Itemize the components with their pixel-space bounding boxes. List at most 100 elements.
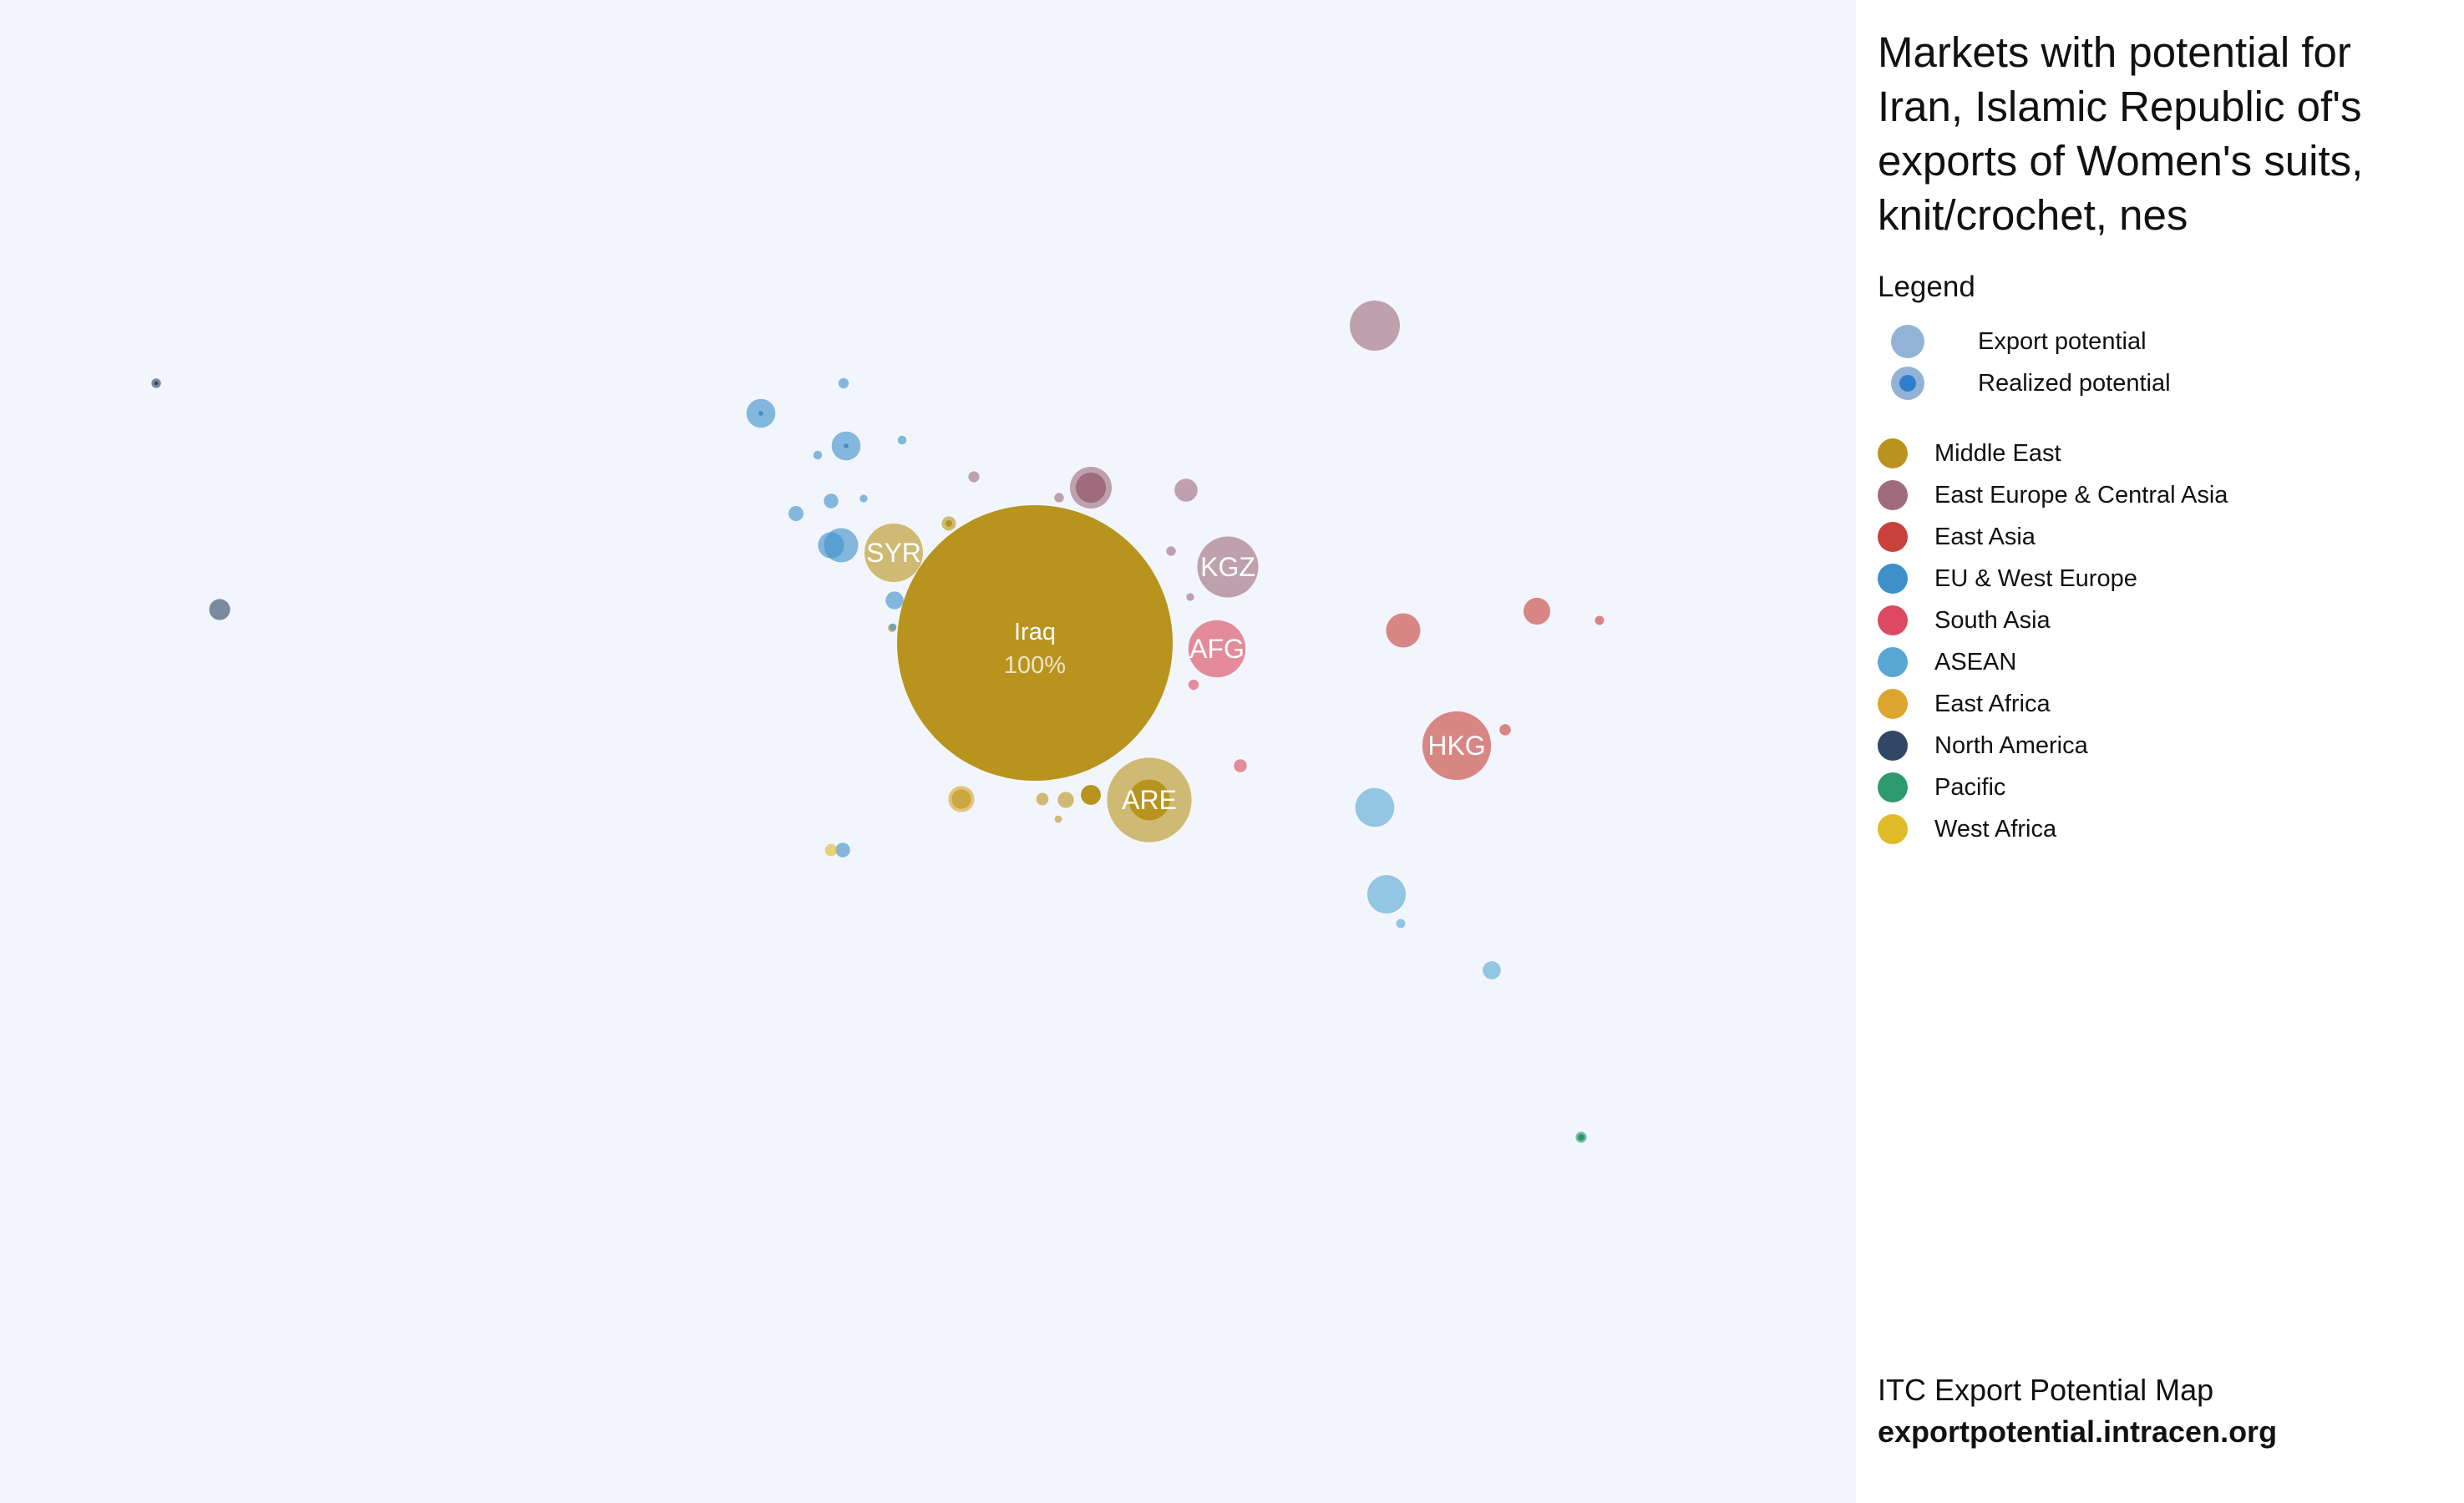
market-bubble[interactable]: ARE [1107,757,1192,843]
legend-item-region: East Africa [1878,683,2444,725]
market-bubble[interactable] [1054,493,1064,503]
potential-circle [968,471,980,483]
market-bubble[interactable] [835,843,850,858]
market-bubble[interactable] [813,450,823,460]
market-bubble[interactable] [1386,613,1421,648]
potential-circle [1386,613,1421,648]
market-bubble[interactable] [1483,961,1501,979]
market-bubble[interactable] [1069,466,1113,509]
legend-label: Realized potential [1978,369,2171,397]
bubble-label: AFG [1189,634,1245,664]
legend-label: ASEAN [1934,648,2017,676]
potential-circle [818,532,844,559]
bubble-chart: Iraq 100% ARE HKG KGZ SYR AFG [151,301,1605,1143]
region-color-swatch-icon [1878,438,1908,468]
market-bubble[interactable] [885,591,904,610]
bubble-label: KGZ [1200,552,1255,582]
market-bubble[interactable] [1523,597,1551,625]
potential-circle [835,843,850,858]
potential-circle [885,591,904,610]
potential-circle [1396,918,1406,929]
export-potential-circle-icon [1891,325,1924,358]
market-bubble[interactable] [1396,918,1406,929]
potential-circle [1234,759,1247,772]
market-bubble[interactable] [788,505,804,522]
market-bubble[interactable] [1350,301,1400,351]
market-bubble[interactable] [1355,787,1395,827]
potential-circle [864,523,924,583]
market-bubble[interactable] [1174,478,1198,502]
legend-item-export-potential: Export potential [1878,321,2444,362]
realized-circle [1577,1133,1585,1141]
legend-item-realized-potential: Realized potential [1878,362,2444,404]
market-bubble[interactable]: KGZ [1197,536,1259,598]
potential-circle [1057,792,1074,808]
market-bubble[interactable] [1186,593,1194,601]
footer-url-link[interactable]: exportpotential.intracen.org [1878,1414,2278,1449]
market-bubble[interactable] [897,435,907,445]
bubble-label: HKG [1427,731,1485,761]
market-bubble[interactable] [1188,679,1199,691]
region-legend: Middle East East Europe & Central Asia Eas… [1878,433,2444,850]
region-color-swatch-icon [1878,814,1908,844]
market-bubble[interactable]: HKG [1422,711,1492,781]
market-bubble[interactable] [1081,785,1101,805]
market-bubble[interactable] [1036,792,1049,806]
potential-circle [1366,874,1407,914]
market-bubble[interactable]: AFG [1188,620,1246,678]
market-bubble[interactable] [1166,546,1176,556]
realized-potential-circle-icon [1891,367,1924,400]
market-bubble[interactable] [968,471,980,483]
market-bubble[interactable] [859,494,868,503]
market-bubble[interactable]: SYR [864,523,924,583]
market-bubble[interactable] [824,493,839,509]
market-bubble[interactable] [1595,615,1605,625]
potential-circle [824,843,838,857]
bubble-label: ARE [1122,785,1177,815]
market-bubble[interactable]: Iraq 100% [897,505,1173,781]
market-bubble[interactable] [824,843,838,857]
market-bubble[interactable] [941,516,956,531]
legend-item-region: North America [1878,725,2444,767]
legend-item-region: West Africa [1878,808,2444,850]
potential-circle [1054,815,1062,823]
region-color-swatch-icon [1878,605,1908,635]
legend-label: East Europe & Central Asia [1934,481,2228,509]
realized-circle [1081,785,1101,805]
market-bubble[interactable] [1575,1131,1587,1143]
potential-circle [897,435,907,445]
market-bubble[interactable] [889,623,897,631]
footer-source: ITC Export Potential Map [1878,1373,2214,1407]
legend-title: Legend [1878,271,1975,303]
market-bubble[interactable] [1499,724,1511,736]
potential-circle [1422,711,1492,781]
legend-label: EU & West Europe [1934,564,2137,592]
market-bubble[interactable] [831,431,861,461]
market-bubble[interactable] [1057,792,1074,808]
potential-circle [813,450,823,460]
market-bubble[interactable] [1234,759,1247,772]
footer: ITC Export Potential Map exportpotential… [1878,1369,2277,1453]
potential-circle [824,493,839,509]
market-bubble[interactable] [1054,815,1062,823]
potential-circle [1355,787,1395,827]
bubble-label: SYR [866,538,921,568]
legend-item-region: Pacific [1878,767,2444,808]
market-bubble[interactable] [838,377,849,389]
legend-item-region: EU & West Europe [1878,558,2444,600]
potential-circle [1350,301,1400,351]
potential-circle [1197,536,1259,598]
potential-circle [897,505,1173,781]
market-bubble[interactable] [209,599,231,620]
realized-circle [844,443,849,448]
potential-circle [1174,478,1198,502]
market-bubble[interactable] [746,398,776,428]
market-bubble[interactable] [818,532,844,559]
market-bubble[interactable] [151,378,161,388]
potential-circle [788,505,804,522]
market-bubble[interactable] [951,789,971,809]
legend-label: Export potential [1978,327,2147,355]
potential-circle [889,623,897,631]
legend-label: South Asia [1934,606,2051,634]
market-bubble[interactable] [1366,874,1407,914]
